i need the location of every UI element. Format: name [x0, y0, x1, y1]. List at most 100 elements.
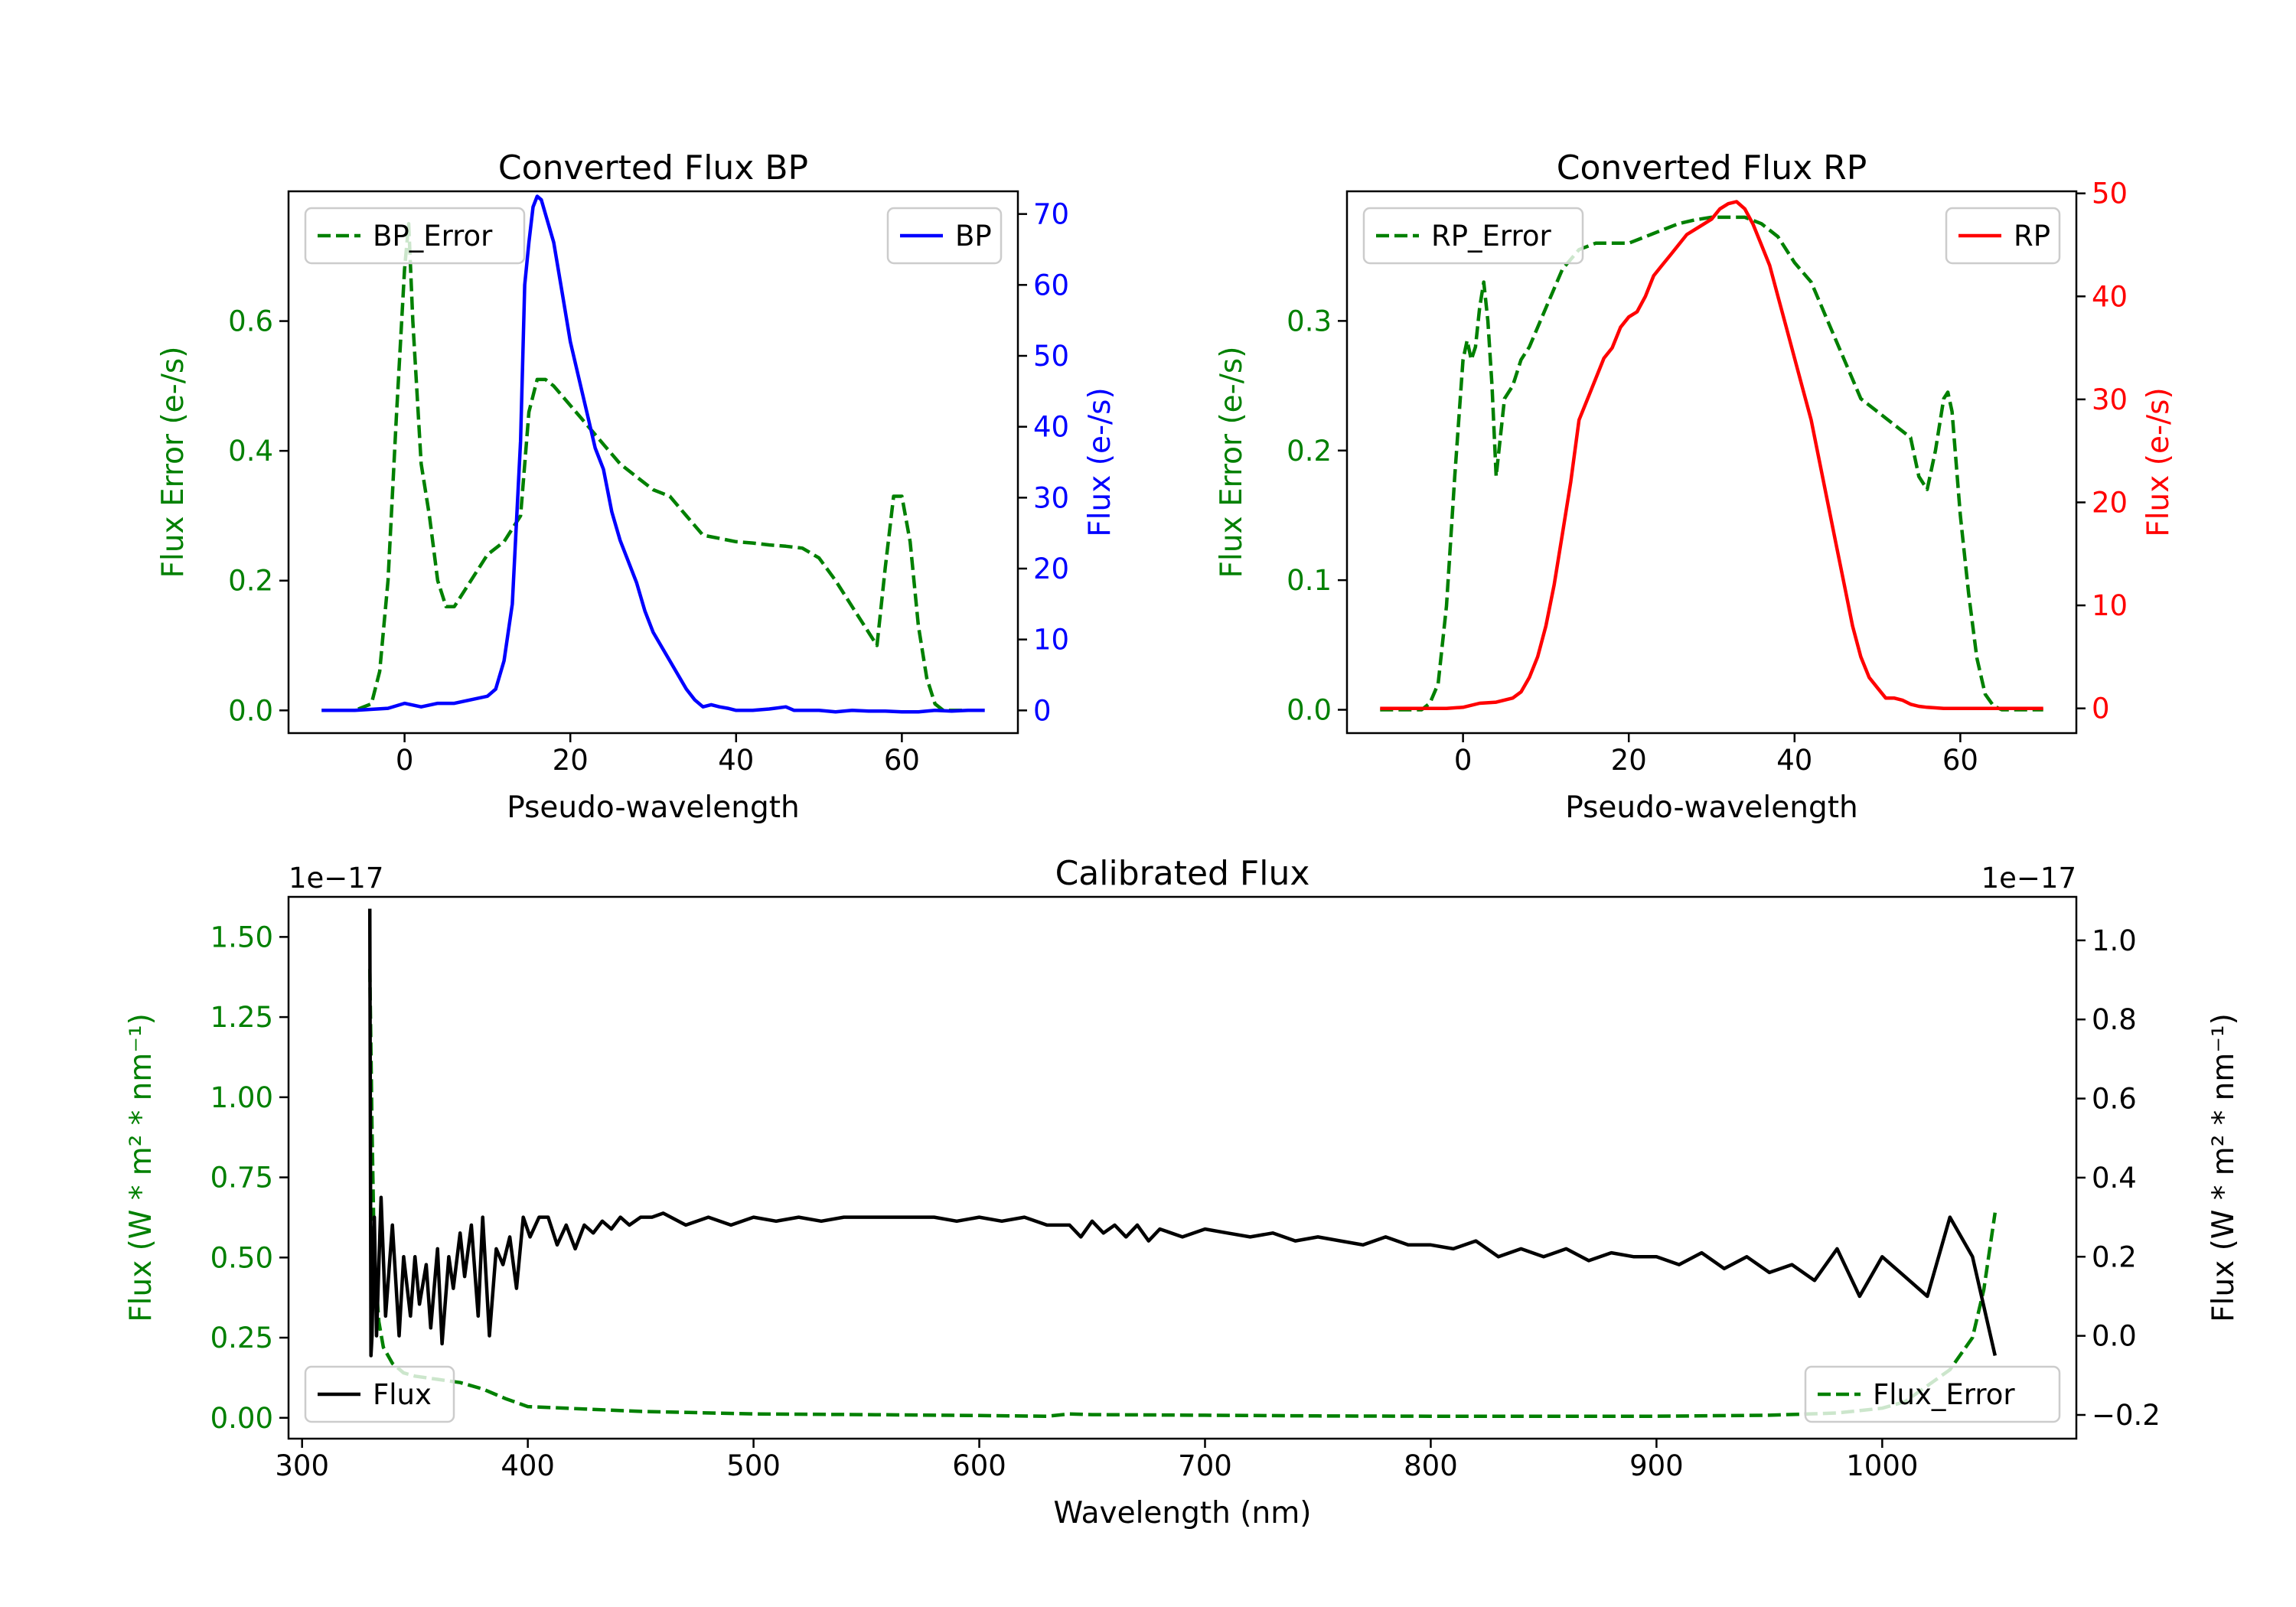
legend-rp-error: RP_Error: [1362, 207, 1584, 265]
y-right-tick-label: 60: [1033, 269, 1069, 302]
legend-box: [1945, 207, 2061, 265]
legend-box: [304, 1365, 455, 1423]
y-left-tick-label: 0.4: [228, 435, 273, 468]
y-right-axis-label: Flux (e-/s): [2141, 387, 2176, 536]
series-line-flux: [367, 908, 1997, 1358]
legend-label: Flux_Error: [1873, 1378, 2015, 1411]
y-left-tick-label: 0.25: [210, 1322, 273, 1354]
y-right-tick-label: 0.2: [2092, 1240, 2137, 1273]
legend-box: [886, 207, 1003, 265]
y-right-axis-label: Flux (e-/s): [1083, 387, 1117, 536]
y-right-tick-label: −0.2: [2092, 1399, 2161, 1432]
x-tick-label: 0: [1454, 744, 1473, 777]
legend-label: BP_Error: [373, 220, 493, 253]
x-tick-label: 400: [501, 1449, 555, 1482]
y-left-tick-label: 0.50: [210, 1241, 273, 1274]
legend-bp: BP: [886, 207, 1003, 265]
x-tick-label: 0: [396, 744, 414, 777]
legend-bp-error: BP_Error: [304, 207, 526, 265]
x-tick-label: 300: [275, 1449, 329, 1482]
y-right-tick-label: 10: [2092, 589, 2128, 622]
y-left-tick-label: 0.2: [1287, 435, 1332, 468]
y-right-tick-label: 20: [1033, 553, 1069, 585]
y-right-tick-label: 50: [2092, 178, 2128, 210]
y-left-tick-label: 1.25: [210, 1001, 273, 1034]
plot-area: [367, 908, 1998, 1418]
y-right-tick-label: 10: [1033, 624, 1069, 657]
x-tick-label: 40: [718, 744, 754, 777]
axes-frame: [287, 895, 2078, 1440]
y-right-tick-label: 40: [1033, 411, 1069, 444]
x-tick-label: 40: [1776, 744, 1812, 777]
y-left-tick-label: 0.1: [1287, 564, 1332, 597]
y-right-tick-label: 30: [2092, 383, 2128, 416]
x-tick-label: 500: [726, 1449, 781, 1482]
y-right-tick-label: 20: [2092, 486, 2128, 519]
y-right-tick-label: 50: [1033, 340, 1069, 373]
y-right-tick-label: 70: [1033, 198, 1069, 231]
y-left-tick-label: 1.50: [210, 921, 273, 953]
x-tick-label: 60: [884, 744, 920, 777]
legend-label: Flux: [373, 1378, 432, 1411]
y-left-tick-label: 0.2: [228, 565, 273, 598]
chart-title: Converted Flux BP: [498, 148, 808, 187]
x-axis-label: Pseudo-wavelength: [507, 790, 799, 825]
chart-calibrated: 300 400 500 600 700 800 900 1000 0.00 0.25 0.50 0.7…: [124, 854, 2241, 1530]
x-tick-label: 1000: [1846, 1449, 1918, 1482]
axes-frame: [287, 190, 1019, 735]
x-tick-label: 20: [553, 744, 589, 777]
legend-rp: RP: [1945, 207, 2061, 265]
x-tick-label: 900: [1629, 1449, 1684, 1482]
y-left-axis-label: Flux Error (e-/s): [156, 347, 191, 579]
y-left-tick-label: 0.0: [1287, 694, 1332, 727]
y-right-tick-label: 30: [1033, 481, 1069, 514]
y-right-tick-label: 0: [2092, 693, 2110, 725]
chart-title: Converted Flux RP: [1557, 148, 1867, 187]
legend-flux-error: Flux_Error: [1804, 1365, 2061, 1423]
y-left-tick-label: 0.3: [1287, 305, 1332, 337]
legend-flux: Flux: [304, 1365, 455, 1423]
plot-area: [321, 194, 985, 714]
y-right-tick-label: 0.6: [2092, 1083, 2137, 1116]
y-left-tick-label: 1.00: [210, 1081, 273, 1114]
chart-rp: 0 20 40 60 0.0 0.1 0.2 0.3 0 10 20 30 40 50 Converted …: [1215, 148, 2176, 825]
x-axis-label: Pseudo-wavelength: [1565, 790, 1857, 825]
y-left-offset-text: 1e−17: [289, 862, 383, 895]
plot-area: [1380, 200, 2043, 712]
series-line-bp-error: [321, 222, 985, 712]
chart-title: Calibrated Flux: [1055, 854, 1310, 893]
legend-box: [304, 207, 526, 265]
x-tick-label: 20: [1611, 744, 1647, 777]
series-line-bp: [321, 194, 985, 714]
chart-bp: 0 20 40 60 0.0 0.2 0.4 0.6 0 10 20 30 40 50 60 70 Conver…: [156, 148, 1117, 825]
y-left-tick-label: 0.0: [228, 694, 273, 727]
legend-label: RP: [2014, 220, 2050, 253]
y-right-tick-label: 1.0: [2092, 924, 2137, 957]
x-tick-label: 600: [952, 1449, 1006, 1482]
y-left-tick-label: 0.6: [228, 305, 273, 338]
y-left-axis-label: Flux Error (e-/s): [1215, 347, 1249, 579]
legend-box: [1362, 207, 1584, 265]
y-right-axis-label: Flux (W * m² * nm⁻¹): [2206, 1013, 2241, 1322]
series-line-flux-error: [367, 969, 1998, 1418]
y-right-tick-label: 40: [2092, 280, 2128, 313]
x-axis-label: Wavelength (nm): [1054, 1496, 1312, 1530]
y-right-tick-label: 0.8: [2092, 1003, 2137, 1036]
y-left-tick-label: 0.00: [210, 1402, 273, 1435]
y-right-tick-label: 0.0: [2092, 1320, 2137, 1353]
axes-frame: [1345, 190, 2078, 735]
x-tick-label: 800: [1404, 1449, 1458, 1482]
series-line-rp-error: [1380, 215, 2043, 712]
y-right-offset-text: 1e−17: [1981, 862, 2076, 895]
series-line-rp: [1380, 200, 2043, 710]
y-right-tick-label: 0.4: [2092, 1162, 2137, 1195]
y-left-axis-label: Flux (W * m² * nm⁻¹): [124, 1013, 158, 1322]
legend-box: [1804, 1365, 2061, 1423]
legend-label: BP: [955, 220, 992, 253]
legend-label: RP_Error: [1431, 220, 1551, 253]
y-right-tick-label: 0: [1033, 694, 1052, 727]
y-left-tick-label: 0.75: [210, 1162, 273, 1195]
x-tick-label: 60: [1942, 744, 1978, 777]
x-tick-label: 700: [1178, 1449, 1232, 1482]
